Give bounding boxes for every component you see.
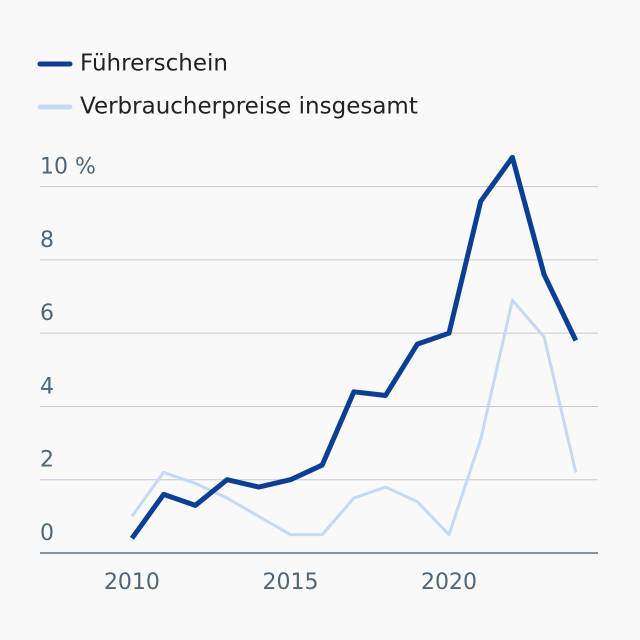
y-tick-label: 0: [40, 521, 54, 546]
y-tick-label: 4: [40, 374, 54, 399]
x-tick-label: 2020: [421, 570, 477, 595]
x-tick-label: 2010: [104, 570, 160, 595]
series-line: [129, 154, 579, 540]
x-tick-label: 2015: [262, 570, 318, 595]
legend-label: Führerschein: [80, 51, 228, 77]
y-tick-label: 6: [40, 301, 54, 326]
y-tick-label: 2: [40, 448, 54, 473]
legend-label: Verbraucherpreise insgesamt: [80, 94, 418, 120]
series-line: [130, 298, 578, 537]
y-tick-label: 8: [40, 228, 54, 253]
y-tick-label: 10 %: [40, 155, 96, 180]
